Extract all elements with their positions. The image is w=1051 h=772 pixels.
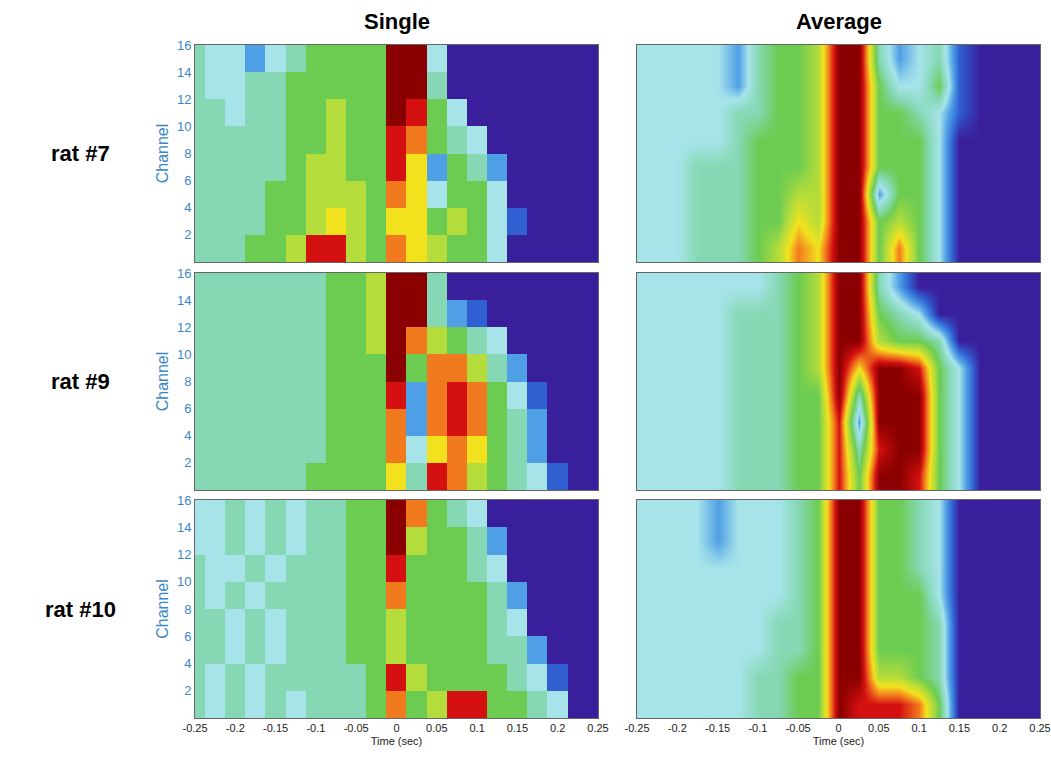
svg-text:-0.1: -0.1 bbox=[748, 722, 767, 734]
svg-text:14: 14 bbox=[177, 520, 191, 535]
svg-text:0.05: 0.05 bbox=[426, 722, 447, 734]
svg-text:Channel: Channel bbox=[154, 579, 171, 639]
svg-text:8: 8 bbox=[184, 602, 191, 617]
svg-text:-0.25: -0.25 bbox=[182, 722, 207, 734]
svg-text:2: 2 bbox=[184, 455, 191, 470]
svg-text:-0.25: -0.25 bbox=[624, 722, 649, 734]
svg-text:0.15: 0.15 bbox=[949, 722, 970, 734]
svg-text:14: 14 bbox=[177, 65, 191, 80]
svg-text:8: 8 bbox=[184, 374, 191, 389]
svg-text:0.2: 0.2 bbox=[992, 722, 1007, 734]
svg-text:0: 0 bbox=[393, 722, 399, 734]
svg-text:16: 16 bbox=[177, 493, 191, 508]
svg-text:-0.2: -0.2 bbox=[668, 722, 687, 734]
svg-text:-0.05: -0.05 bbox=[786, 722, 811, 734]
svg-text:0: 0 bbox=[835, 722, 841, 734]
svg-text:0.05: 0.05 bbox=[868, 722, 889, 734]
svg-text:16: 16 bbox=[177, 38, 191, 53]
svg-text:12: 12 bbox=[177, 92, 191, 107]
svg-text:6: 6 bbox=[184, 401, 191, 416]
svg-text:0.1: 0.1 bbox=[469, 722, 484, 734]
svg-text:rat #10: rat #10 bbox=[45, 597, 116, 622]
svg-text:4: 4 bbox=[184, 428, 191, 443]
svg-text:10: 10 bbox=[177, 574, 191, 589]
svg-text:-0.2: -0.2 bbox=[226, 722, 245, 734]
svg-text:0.25: 0.25 bbox=[1029, 722, 1050, 734]
svg-text:-0.15: -0.15 bbox=[705, 722, 730, 734]
svg-text:rat #7: rat #7 bbox=[51, 141, 110, 166]
svg-text:6: 6 bbox=[184, 173, 191, 188]
svg-text:4: 4 bbox=[184, 656, 191, 671]
svg-text:6: 6 bbox=[184, 629, 191, 644]
svg-text:10: 10 bbox=[177, 347, 191, 362]
svg-text:10: 10 bbox=[177, 119, 191, 134]
svg-text:0.15: 0.15 bbox=[507, 722, 528, 734]
svg-text:Channel: Channel bbox=[154, 124, 171, 184]
svg-text:Time (sec): Time (sec) bbox=[813, 735, 865, 747]
svg-text:4: 4 bbox=[184, 200, 191, 215]
svg-text:12: 12 bbox=[177, 320, 191, 335]
svg-text:0.25: 0.25 bbox=[587, 722, 608, 734]
svg-text:-0.1: -0.1 bbox=[306, 722, 325, 734]
svg-text:2: 2 bbox=[184, 683, 191, 698]
svg-text:16: 16 bbox=[177, 266, 191, 281]
svg-text:8: 8 bbox=[184, 146, 191, 161]
svg-text:Average: Average bbox=[796, 9, 882, 34]
svg-text:Channel: Channel bbox=[154, 352, 171, 412]
svg-text:-0.05: -0.05 bbox=[344, 722, 369, 734]
svg-text:0.2: 0.2 bbox=[550, 722, 565, 734]
svg-text:Time (sec): Time (sec) bbox=[371, 735, 423, 747]
svg-text:Single: Single bbox=[364, 9, 430, 34]
svg-text:14: 14 bbox=[177, 293, 191, 308]
svg-text:2: 2 bbox=[184, 227, 191, 242]
svg-text:12: 12 bbox=[177, 547, 191, 562]
svg-text:-0.15: -0.15 bbox=[263, 722, 288, 734]
svg-text:rat #9: rat #9 bbox=[51, 369, 110, 394]
svg-text:0.1: 0.1 bbox=[911, 722, 926, 734]
